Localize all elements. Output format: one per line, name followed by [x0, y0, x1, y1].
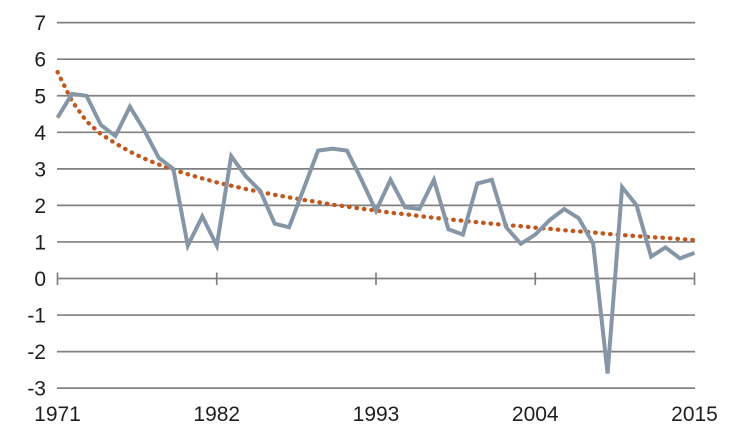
x-axis-tick-label: 1982 [193, 403, 240, 426]
y-axis-tick-label: 3 [34, 158, 46, 181]
y-axis-tick-label: 5 [34, 85, 46, 108]
x-axis-tick-label: 1971 [34, 403, 81, 426]
data-series-line [55, 91, 696, 374]
y-axis-tick-label: 6 [34, 49, 46, 72]
x-axis-tick-label: 1993 [353, 403, 400, 426]
y-axis-tick-label: -3 [27, 378, 46, 401]
y-axis-tick-label: 1 [34, 231, 46, 254]
y-axis-tick-label: 0 [34, 268, 46, 291]
x-axis-tick-label: 2004 [512, 403, 559, 426]
x-axis-tick-label: 2015 [671, 403, 718, 426]
y-axis-tick-label: 2 [34, 195, 46, 218]
y-axis-tick-label: -2 [27, 341, 46, 364]
y-axis-tick-label: -1 [27, 305, 46, 328]
y-axis-tick-label: 4 [34, 122, 46, 145]
y-axis-tick-label: 7 [34, 12, 46, 35]
